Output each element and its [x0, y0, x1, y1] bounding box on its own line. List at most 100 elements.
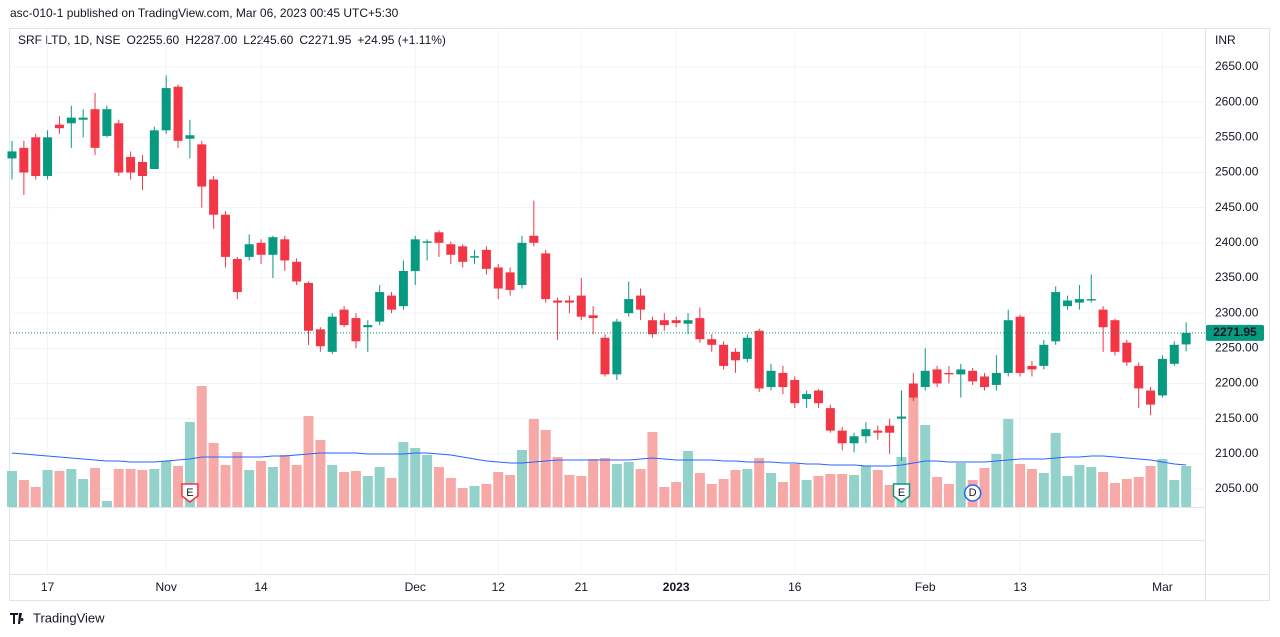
- volume-bar: [469, 486, 480, 507]
- volume-bar: [7, 471, 17, 507]
- candle-body: [897, 416, 906, 419]
- candle-body: [1074, 299, 1084, 303]
- candle-body: [434, 232, 444, 243]
- volume-bar: [766, 473, 777, 507]
- candle-body: [1122, 342, 1132, 363]
- volume-bar: [445, 478, 456, 507]
- candle-body: [90, 109, 100, 148]
- candle-body: [861, 429, 871, 437]
- candle-body: [1063, 300, 1073, 307]
- volume-bar: [1086, 467, 1097, 507]
- y-tick-label: 2350.00: [1215, 270, 1259, 284]
- volume-bar: [18, 480, 29, 507]
- volume-bar: [161, 461, 172, 507]
- candle-body: [849, 436, 859, 444]
- event-marker: [892, 483, 911, 503]
- volume-bar: [896, 457, 907, 507]
- volume-bar: [208, 443, 219, 507]
- candle-body: [825, 408, 835, 431]
- candle-body: [968, 370, 978, 382]
- legend: SRF LTD, 1D, NSE O 2255.60 H 2287.00 L 2245.60…: [18, 33, 446, 47]
- candle-body: [778, 372, 788, 388]
- published-note: asc-010-1 published on TradingView.com, …: [10, 6, 399, 20]
- candle-body: [19, 147, 29, 173]
- candle-body: [126, 157, 136, 173]
- candle-body: [458, 246, 468, 262]
- volume-bar: [398, 442, 409, 507]
- candle-body: [671, 320, 681, 324]
- volume-bar: [433, 467, 444, 507]
- candle-body: [220, 214, 230, 257]
- legend-key: C: [299, 33, 308, 47]
- candle-body: [908, 383, 918, 398]
- volume-bar: [1181, 466, 1192, 507]
- last-price-box: [1206, 324, 1264, 341]
- candle-body: [102, 109, 112, 136]
- candle-body: [315, 329, 325, 347]
- candle-body: [742, 337, 752, 359]
- x-tick-label: Dec: [405, 580, 426, 594]
- volume-bar: [1098, 472, 1109, 507]
- volume-bar: [125, 469, 136, 507]
- candle-body: [410, 239, 420, 271]
- candle-body: [505, 272, 515, 290]
- volume-bar: [1109, 483, 1120, 507]
- chart-frame: [9, 28, 1270, 601]
- candle-body: [398, 270, 408, 307]
- volume-bar: [1050, 433, 1061, 507]
- y-tick-label: 2550.00: [1215, 130, 1259, 144]
- volume-bar: [374, 467, 385, 507]
- legend-value: 2287.00: [194, 33, 238, 47]
- volume-bar: [422, 455, 433, 507]
- candle-body: [956, 369, 966, 375]
- volume-bar: [244, 470, 255, 507]
- volume-bar: [279, 455, 290, 507]
- y-tick-label: 2600.00: [1215, 94, 1259, 108]
- brand-logo: [10, 613, 24, 624]
- volume-bar: [576, 476, 587, 507]
- y-tick-label: 2150.00: [1215, 411, 1259, 425]
- candle-body: [339, 309, 349, 326]
- volume-bar: [1026, 469, 1037, 507]
- volume-bar: [362, 476, 373, 507]
- volume-bar: [516, 450, 527, 507]
- candle-body: [766, 370, 776, 388]
- brand-name: TradingView: [33, 610, 105, 625]
- volume-bar: [979, 468, 990, 507]
- legend-key: L: [243, 33, 250, 47]
- volume-bar: [457, 488, 468, 507]
- volume-bar: [789, 464, 800, 507]
- event-label: E: [898, 487, 905, 499]
- volume-bar: [825, 474, 836, 507]
- candle-body: [659, 320, 669, 326]
- candle-body: [1027, 365, 1037, 370]
- candle-body: [197, 144, 207, 187]
- volume-bar: [932, 477, 943, 507]
- candle-body: [78, 117, 88, 120]
- legend-key: H: [185, 33, 194, 47]
- volume-bar: [730, 470, 741, 507]
- y-tick-label: 2100.00: [1215, 446, 1259, 460]
- volume-bar: [920, 425, 931, 507]
- candle-body: [43, 137, 53, 177]
- volume-bar: [386, 478, 397, 507]
- y-tick-label: 2250.00: [1215, 341, 1259, 355]
- volume-bar: [1003, 419, 1014, 507]
- volume-bar: [481, 484, 492, 507]
- candle-body: [553, 300, 563, 303]
- candle-body: [1134, 365, 1144, 389]
- volume-bar: [908, 397, 919, 507]
- legend-value: 2255.60: [136, 33, 180, 47]
- candle-body: [885, 425, 895, 433]
- candle-body: [1086, 299, 1096, 301]
- volume-bar: [291, 465, 302, 507]
- candle-body: [244, 244, 254, 257]
- candle-body: [268, 237, 278, 255]
- x-tick-label: 14: [254, 580, 268, 594]
- volume-bar: [659, 487, 670, 507]
- x-tick-label: 2023: [663, 580, 690, 594]
- volume-bar: [232, 452, 243, 507]
- y-tick-label: 2450.00: [1215, 200, 1259, 214]
- volume-bar: [647, 432, 658, 507]
- candle-body: [256, 242, 266, 255]
